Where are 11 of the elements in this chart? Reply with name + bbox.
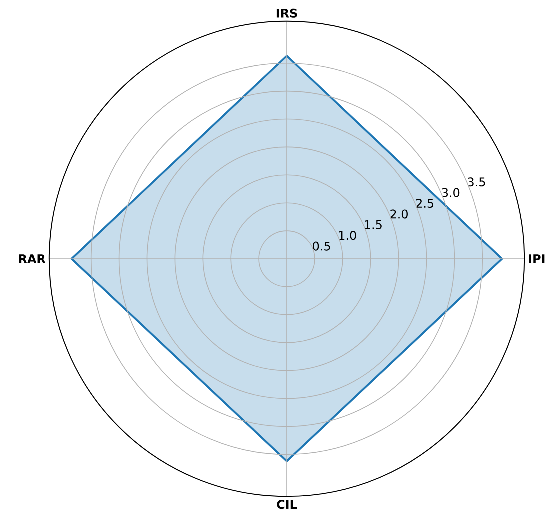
y-tick-label: 2.0 [390, 210, 408, 219]
y-tick-label: 1.5 [365, 220, 382, 230]
y-tick-label: 3.5 [468, 178, 486, 187]
spoke-label: IPI [529, 254, 545, 264]
spoke-label: RAR [19, 254, 46, 264]
y-tick-label: 3.0 [442, 188, 460, 198]
y-tick-label: 0.5 [313, 242, 330, 251]
y-tick-label: 2.5 [416, 199, 434, 208]
y-tick-label: 1.0 [339, 231, 356, 240]
spoke-label: CIL [277, 500, 298, 510]
spoke-label: IRS [276, 8, 298, 18]
